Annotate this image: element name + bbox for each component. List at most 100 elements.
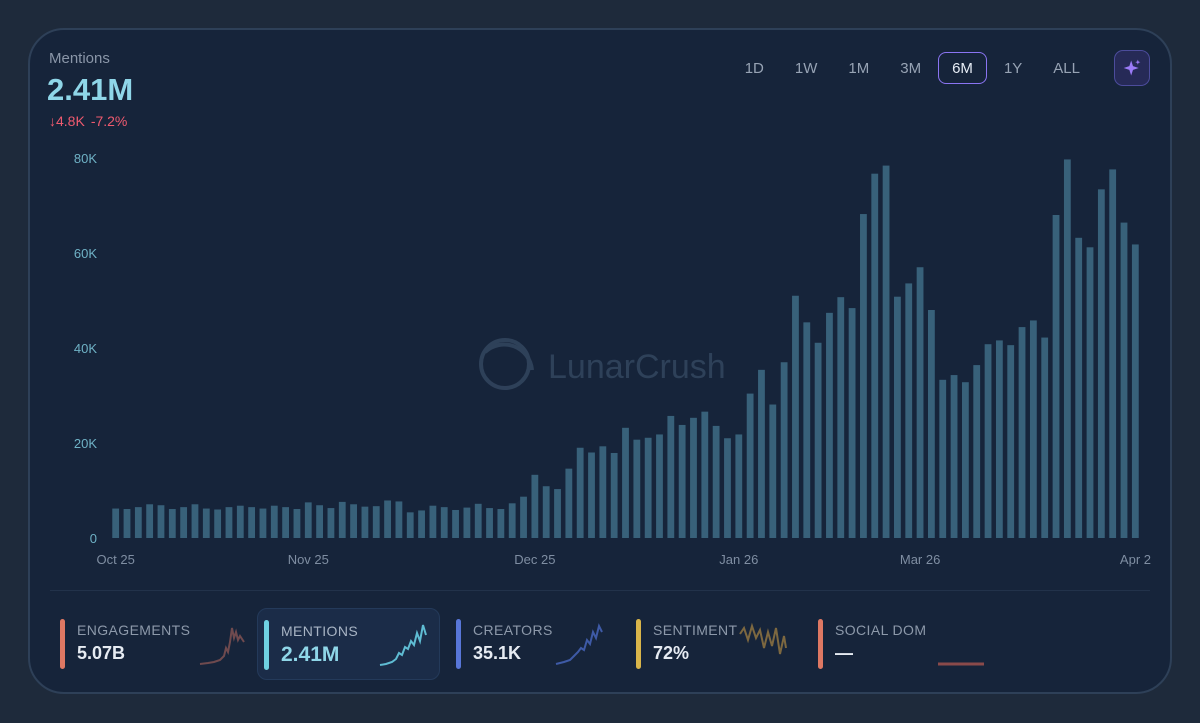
chart-bar[interactable]	[690, 417, 697, 538]
chart-bar[interactable]	[395, 501, 403, 538]
range-button-1m[interactable]: 1M	[848, 59, 870, 77]
chart-bar[interactable]	[803, 322, 811, 538]
chart-bar[interactable]	[202, 508, 210, 538]
chart-bar[interactable]	[701, 411, 709, 538]
chart-bar[interactable]	[712, 425, 720, 538]
chart-bar[interactable]	[225, 507, 233, 539]
chart-bar[interactable]	[418, 510, 425, 538]
chart-bar[interactable]	[384, 500, 391, 538]
chart-bar[interactable]	[848, 308, 856, 538]
metric-card-social-dom[interactable]: SOCIAL DOM —	[812, 608, 992, 680]
chart-bar[interactable]	[950, 375, 958, 538]
chart-bar[interactable]	[1052, 215, 1060, 538]
chart-bar[interactable]	[1131, 244, 1139, 538]
chart-bar[interactable]	[304, 502, 312, 539]
chart-bar[interactable]	[780, 362, 788, 538]
chart-bar[interactable]	[486, 508, 493, 538]
chart-bar[interactable]	[984, 344, 992, 538]
chart-bar[interactable]	[554, 489, 561, 538]
chart-bar[interactable]	[497, 509, 505, 538]
chart-bar[interactable]	[361, 506, 369, 538]
chart-bar[interactable]	[259, 508, 267, 538]
range-button-all[interactable]: ALL	[1053, 59, 1080, 77]
metric-card-engagements[interactable]: ENGAGEMENTS 5.07B	[54, 608, 254, 680]
chart-bar[interactable]	[916, 267, 924, 538]
range-button-1w[interactable]: 1W	[794, 59, 818, 77]
range-button-3m[interactable]: 3M	[900, 59, 922, 77]
chart-bar[interactable]	[236, 505, 244, 538]
chart-bar[interactable]	[134, 507, 142, 539]
chart-bar[interactable]	[350, 504, 357, 538]
chart-bar[interactable]	[1120, 222, 1128, 538]
chart-bar[interactable]	[338, 501, 346, 538]
chart-bar[interactable]	[599, 446, 607, 538]
chart-bar[interactable]	[894, 296, 901, 538]
chart-bar[interactable]	[565, 468, 573, 538]
chart-bar[interactable]	[746, 393, 754, 538]
chart-bar[interactable]	[837, 297, 845, 538]
chart-bar[interactable]	[1041, 337, 1049, 538]
chart-bar[interactable]	[939, 379, 947, 538]
chart-bar[interactable]	[1007, 345, 1015, 538]
chart-bar[interactable]	[792, 295, 799, 538]
chart-bar[interactable]	[905, 283, 913, 538]
chart-bar[interactable]	[1029, 320, 1037, 538]
range-button-6m[interactable]: 6M	[938, 52, 987, 84]
chart-bar[interactable]	[1075, 237, 1083, 539]
chart-bar[interactable]	[146, 504, 154, 538]
chart-bar[interactable]	[406, 512, 414, 538]
chart-bar[interactable]	[508, 503, 516, 538]
chart-bar[interactable]	[293, 509, 301, 538]
chart-bar[interactable]	[973, 365, 981, 538]
chart-bar[interactable]	[123, 509, 131, 538]
chart-bar[interactable]	[316, 505, 323, 538]
chart-bar[interactable]	[214, 509, 222, 539]
chart-bar[interactable]	[814, 342, 822, 538]
chart-bar[interactable]	[542, 486, 550, 538]
chart-bar[interactable]	[463, 507, 471, 538]
chart-bar[interactable]	[474, 503, 482, 538]
chart-bar[interactable]	[735, 434, 743, 538]
chart-bar[interactable]	[180, 507, 188, 539]
chart-bar[interactable]	[610, 452, 618, 538]
chart-bar[interactable]	[282, 507, 290, 539]
chart-bar[interactable]	[678, 424, 686, 538]
chart-bar[interactable]	[1097, 189, 1105, 538]
metric-card-mentions[interactable]: MENTIONS 2.41M	[257, 608, 440, 680]
chart-bar[interactable]	[826, 312, 833, 538]
chart-bar[interactable]	[622, 427, 629, 538]
chart-bar[interactable]	[1086, 247, 1094, 539]
chart-bar[interactable]	[871, 173, 879, 538]
chart-bar[interactable]	[531, 474, 539, 538]
chart-bar[interactable]	[860, 214, 867, 539]
chart-bar[interactable]	[769, 404, 777, 538]
chart-bar[interactable]	[995, 340, 1003, 538]
chart-bar[interactable]	[644, 437, 652, 538]
chart-bar[interactable]	[667, 415, 675, 538]
chart-bar[interactable]	[270, 505, 278, 538]
chart-bar[interactable]	[372, 506, 380, 538]
chart-bar[interactable]	[961, 382, 969, 538]
chart-bar[interactable]	[248, 507, 256, 539]
chart-bar[interactable]	[452, 509, 459, 538]
chart-bar[interactable]	[191, 504, 199, 538]
chart-bar[interactable]	[758, 369, 765, 538]
chart-bar[interactable]	[1018, 327, 1026, 538]
chart-bar[interactable]	[157, 505, 165, 538]
chart-bar[interactable]	[440, 507, 448, 539]
chart-bar[interactable]	[429, 505, 437, 538]
chart-bar[interactable]	[1109, 169, 1117, 538]
range-button-1y[interactable]: 1Y	[1003, 59, 1023, 77]
chart-bar[interactable]	[588, 452, 595, 539]
chart-bar[interactable]	[576, 447, 584, 538]
chart-bar[interactable]	[656, 434, 663, 538]
chart-bar[interactable]	[520, 496, 527, 538]
chart-bar[interactable]	[724, 438, 731, 538]
metric-card-creators[interactable]: CREATORS 35.1K	[450, 608, 630, 680]
chart-bar[interactable]	[882, 165, 890, 538]
chart-bar[interactable]	[928, 310, 935, 538]
metric-card-sentiment[interactable]: SENTIMENT 72%	[630, 608, 810, 680]
chart-bar[interactable]	[168, 509, 176, 538]
chart-bar[interactable]	[1063, 159, 1071, 538]
chart-bar[interactable]	[112, 508, 120, 538]
